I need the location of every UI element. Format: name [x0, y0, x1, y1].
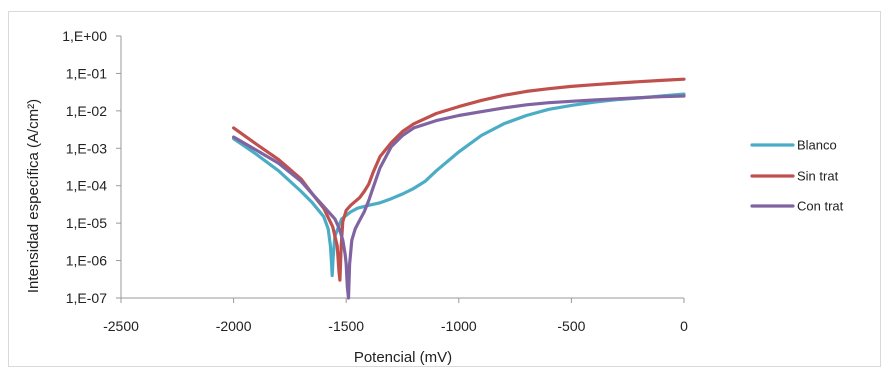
y-axis-label: Intensidad específica (A/cm²) [25, 99, 42, 293]
x-tick-label: -2000 [216, 318, 252, 334]
x-tick-label: -1500 [328, 318, 364, 334]
legend-label: Con trat [797, 199, 844, 214]
x-tick-label: 0 [680, 318, 688, 334]
series-line-sin-trat [232, 77, 686, 282]
y-tick-label: 1,E-01 [66, 65, 107, 81]
legend-label: Blanco [797, 138, 837, 153]
chart-frame [8, 11, 881, 367]
y-tick-label: 1,E-06 [66, 253, 107, 269]
series-line-blanco [232, 92, 686, 278]
x-tick-label: -1000 [441, 318, 477, 334]
x-tick-label: -2500 [103, 318, 139, 334]
x-axis-label: Potencial (mV) [354, 349, 452, 366]
y-tick-label: 1,E+00 [62, 28, 107, 44]
y-tick-label: 1,E-03 [66, 140, 107, 156]
legend-label: Sin trat [797, 169, 839, 184]
axes: 1,E+00 1,E-01 1,E-02 1,E-03 1,E-04 1,E-05 1,E-… [62, 28, 688, 334]
y-tick-label: 1,E-05 [66, 215, 107, 231]
y-tick-label: 1,E-02 [66, 103, 107, 119]
series-layer [232, 77, 686, 300]
y-tick-label: 1,E-04 [66, 178, 107, 194]
x-tick-label: -500 [557, 318, 585, 334]
y-tick-label: 1,E-07 [66, 290, 107, 306]
series-line-con-trat [232, 94, 686, 300]
legend: Blanco Sin trat Con trat [750, 138, 844, 214]
